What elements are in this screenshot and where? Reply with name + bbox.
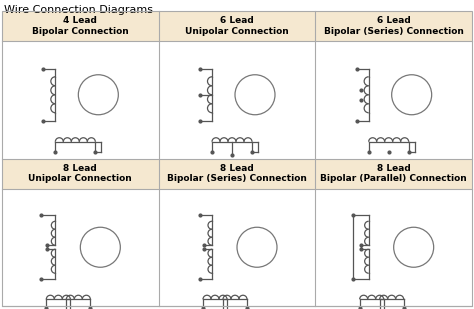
Bar [315,11,472,41]
Bar [159,159,315,188]
Text: 8 Lead
Unipolar Connection: 8 Lead Unipolar Connection [28,164,132,183]
Text: Wire Connection Diagrams: Wire Connection Diagrams [4,5,153,15]
Text: 8 Lead
Bipolar (Parallel) Connection: 8 Lead Bipolar (Parallel) Connection [320,164,467,183]
Text: 4 Lead
Bipolar Connection: 4 Lead Bipolar Connection [32,16,129,36]
Bar [2,11,159,41]
Text: 8 Lead
Bipolar (Series) Connection: 8 Lead Bipolar (Series) Connection [167,164,307,183]
Bar [315,159,472,188]
Text: 6 Lead
Unipolar Connection: 6 Lead Unipolar Connection [185,16,289,36]
Bar [159,11,315,41]
Bar [2,159,159,188]
Text: 6 Lead
Bipolar (Series) Connection: 6 Lead Bipolar (Series) Connection [324,16,464,36]
